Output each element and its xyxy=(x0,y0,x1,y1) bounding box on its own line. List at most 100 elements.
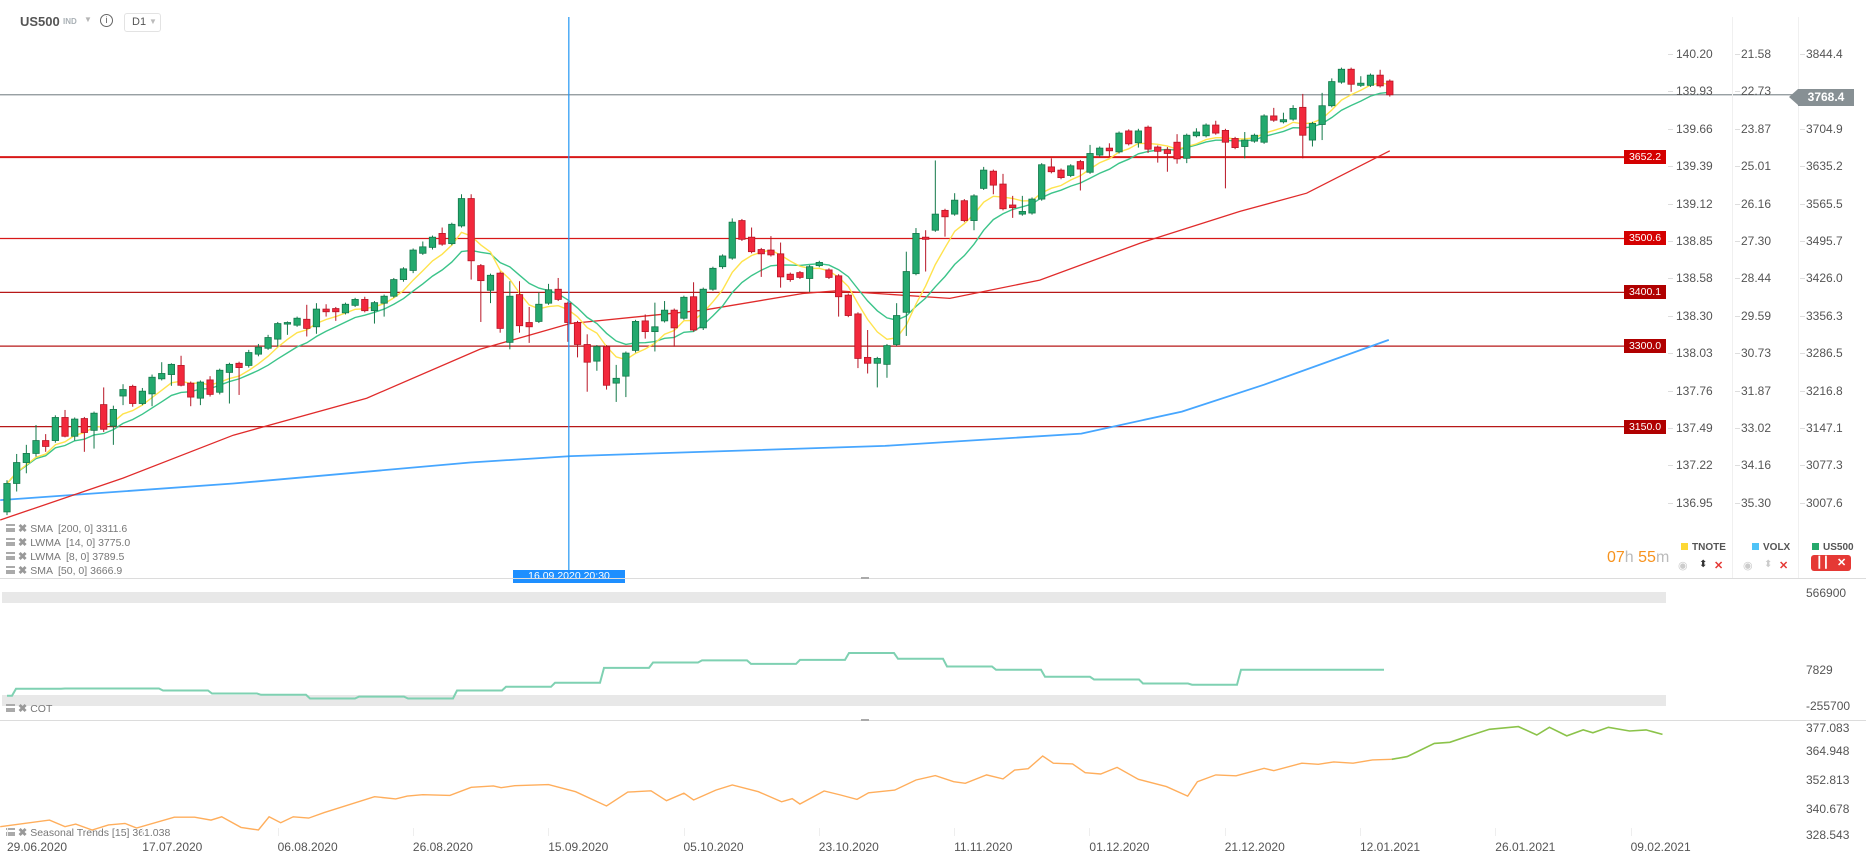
indicator-value: 3789.5 xyxy=(92,551,125,563)
axis-divider xyxy=(1798,17,1799,578)
date-label: 09.02.2021 xyxy=(1630,840,1691,854)
menu-icon[interactable] xyxy=(6,566,15,574)
close-icon[interactable]: ✕ xyxy=(1837,557,1847,569)
tnote-axis-label: 139.93 xyxy=(1676,84,1713,99)
candle xyxy=(351,297,359,307)
axis-tick xyxy=(1668,353,1673,355)
candle xyxy=(786,272,794,282)
candle xyxy=(1221,128,1230,189)
axis-tick xyxy=(1800,166,1805,168)
candle-body xyxy=(1289,108,1297,120)
date-tick xyxy=(683,828,685,836)
candle xyxy=(1134,128,1142,148)
axis-tick xyxy=(1800,353,1805,355)
axis-tick xyxy=(1668,390,1673,392)
panel-separator[interactable] xyxy=(0,578,1866,579)
menu-icon[interactable] xyxy=(6,524,15,532)
date-tick xyxy=(1495,828,1497,836)
symbol-name[interactable]: US500 xyxy=(20,14,60,29)
close-icon[interactable]: ✖ xyxy=(18,523,28,535)
eye-icon[interactable]: ◉ xyxy=(1743,560,1753,572)
candle-body xyxy=(1163,149,1171,154)
sma200-line xyxy=(0,339,1390,501)
candle-body xyxy=(1076,161,1084,170)
level-label: 3150.0 xyxy=(1624,419,1666,434)
candle-body xyxy=(409,249,417,271)
tnote-axis-label: 137.49 xyxy=(1676,421,1713,435)
indicator-legend-item[interactable]: ✖ LWMA [8, 0] 3789.5 xyxy=(6,551,124,564)
candle-body xyxy=(254,346,263,355)
candle xyxy=(1318,92,1326,141)
color-swatch xyxy=(1681,543,1688,550)
candle-body xyxy=(1047,166,1055,173)
menu-icon[interactable] xyxy=(6,552,15,560)
candle-body xyxy=(13,462,21,484)
candle-body xyxy=(1134,130,1142,144)
series-volx[interactable]: VOLX xyxy=(1752,542,1790,553)
candle xyxy=(989,169,997,195)
panel-separator[interactable] xyxy=(0,720,1866,721)
candle xyxy=(158,362,166,381)
candle-body xyxy=(602,346,611,386)
candle-body xyxy=(42,440,50,447)
volx-axis-label: 35.30 xyxy=(1741,495,1772,510)
resize-handle[interactable] xyxy=(861,577,869,579)
candle-body xyxy=(264,337,272,349)
candle xyxy=(1250,133,1259,143)
reorder-icon[interactable]: ⬍ xyxy=(1764,559,1773,570)
indicator-legend-item[interactable]: ✖ SMA [50, 0] 3666.9 xyxy=(6,565,122,578)
series-tnote[interactable]: TNOTE xyxy=(1681,542,1726,553)
tnote-axis-label: 140.20 xyxy=(1676,47,1713,61)
series-label: TNOTE xyxy=(1692,542,1726,553)
candle xyxy=(564,301,572,342)
volx-axis-label: 33.02 xyxy=(1741,421,1772,435)
volx-axis-label: 23.87 xyxy=(1741,121,1772,136)
close-icon[interactable]: ✕ xyxy=(1779,560,1789,572)
seasonal-panel[interactable] xyxy=(0,720,1666,865)
close-icon[interactable]: ✖ xyxy=(18,703,28,715)
close-icon[interactable]: ✖ xyxy=(18,537,28,549)
candle-body xyxy=(51,417,59,441)
close-icon[interactable]: ✖ xyxy=(18,565,28,577)
candle xyxy=(902,251,910,336)
reorder-icon[interactable]: ⬍ xyxy=(1699,559,1708,570)
volx-axis-label: 29.59 xyxy=(1741,308,1772,323)
menu-icon[interactable] xyxy=(6,704,15,712)
candle xyxy=(264,334,272,350)
indicator-legend-item[interactable]: ✖ SMA [200, 0] 3311.6 xyxy=(6,523,127,536)
resize-handle[interactable] xyxy=(861,719,869,721)
candle xyxy=(399,267,408,282)
close-icon[interactable]: ✖ xyxy=(18,551,28,563)
candle xyxy=(1009,195,1017,218)
eye-icon[interactable]: ◉ xyxy=(1678,560,1688,572)
axis-tick xyxy=(1735,241,1740,242)
current-price-tag: 3768.4 xyxy=(1789,89,1854,106)
info-icon[interactable]: i xyxy=(100,14,113,27)
timeframe-select[interactable]: D1 ▼ xyxy=(124,13,161,32)
us500-axis-label: 3147.1 xyxy=(1806,421,1843,435)
menu-icon[interactable] xyxy=(6,828,15,836)
price-chart[interactable] xyxy=(0,0,1866,578)
close-icon[interactable]: ✕ xyxy=(1714,560,1724,572)
cot-panel[interactable] xyxy=(0,578,1666,720)
candle-body xyxy=(728,221,736,259)
indicator-legend-item[interactable]: ✖ LWMA [14, 0] 3775.0 xyxy=(6,537,130,550)
series-us500[interactable]: US500 xyxy=(1812,542,1854,553)
menu-icon[interactable] xyxy=(6,538,15,546)
candle-body xyxy=(941,209,949,218)
candle-body xyxy=(361,299,369,312)
close-icon[interactable]: ✖ xyxy=(18,827,28,839)
candle-body xyxy=(341,303,350,314)
date-label: 26.08.2020 xyxy=(412,840,473,854)
tnote-axis-label: 139.39 xyxy=(1676,159,1713,174)
candle xyxy=(390,277,398,298)
candle-body xyxy=(1144,126,1152,150)
axis-tick xyxy=(1800,203,1805,205)
candle xyxy=(322,304,330,317)
candle xyxy=(1260,114,1268,144)
candle-style-icon[interactable]: ┃┃ xyxy=(1816,557,1830,569)
candle xyxy=(893,303,901,347)
candle-body xyxy=(1086,153,1094,173)
chevron-down-icon[interactable]: ▼ xyxy=(84,15,92,24)
us500-series-controls[interactable]: ┃┃ ✕ xyxy=(1811,555,1851,571)
